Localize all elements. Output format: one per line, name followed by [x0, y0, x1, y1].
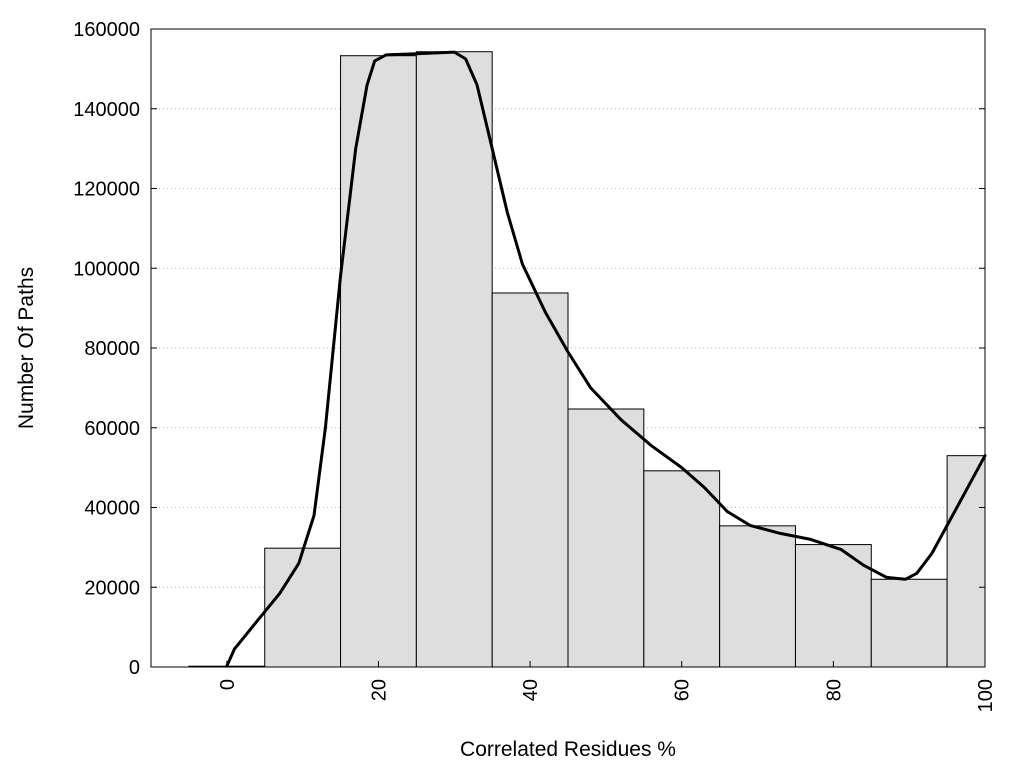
y-tick-label: 160000 [73, 19, 140, 41]
histogram-bar [491, 292, 569, 668]
x-tick-label: 20 [368, 679, 390, 701]
smooth-curve [225, 50, 987, 668]
smooth-curve-layer [225, 50, 987, 668]
x-tick-label: 100 [975, 679, 997, 712]
x-tick-label: 60 [672, 679, 694, 701]
y-tick-label: 100000 [73, 258, 140, 280]
y-axis-ticks: 0 20000 40000 60000 80000 100000 120000 140000 1… [73, 19, 985, 679]
histogram-bar [415, 51, 493, 668]
x-axis-ticks: 0 20 40 60 80 100 [217, 661, 997, 712]
histogram-bar [870, 578, 948, 668]
y-tick-label: 120000 [73, 179, 140, 201]
x-tick-label: 40 [520, 679, 542, 701]
x-tick-label: 80 [823, 679, 845, 701]
histogram-bar [643, 470, 721, 668]
y-tick-label: 60000 [84, 418, 140, 440]
y-tick-label: 0 [129, 657, 140, 679]
x-axis-title: Correlated Residues % [460, 738, 676, 761]
y-tick-label: 20000 [84, 577, 140, 599]
histogram-bars [188, 51, 986, 668]
y-tick-label: 80000 [84, 338, 140, 360]
histogram-bar [340, 55, 417, 668]
histogram-bar [719, 525, 796, 668]
y-axis-title: Number Of Paths [15, 267, 38, 429]
histogram-bar [794, 544, 872, 668]
histogram-bar [264, 547, 342, 668]
y-tick-label: 40000 [84, 498, 140, 520]
x-tick-label: 0 [217, 679, 239, 690]
y-tick-label: 140000 [73, 99, 140, 121]
histogram-bar [946, 455, 986, 668]
histogram-bar [567, 408, 645, 668]
